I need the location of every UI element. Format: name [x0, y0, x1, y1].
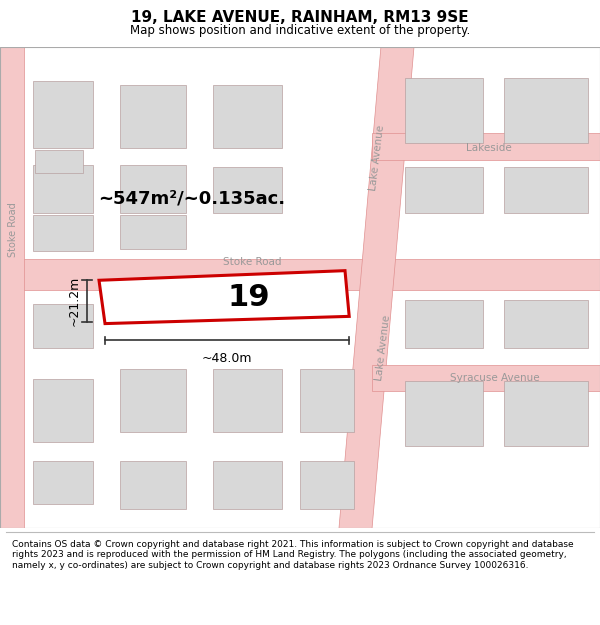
- Bar: [120, 86, 186, 148]
- Bar: [213, 167, 282, 213]
- Bar: [372, 134, 600, 160]
- Bar: [405, 299, 483, 348]
- Bar: [300, 461, 354, 509]
- Text: Stoke Road: Stoke Road: [8, 202, 18, 257]
- Bar: [372, 364, 600, 391]
- Bar: [504, 167, 588, 213]
- Bar: [213, 369, 282, 432]
- Bar: [504, 299, 588, 348]
- Bar: [33, 165, 93, 213]
- Bar: [33, 461, 93, 504]
- Bar: [33, 304, 93, 348]
- Text: Stoke Road: Stoke Road: [223, 258, 281, 268]
- Polygon shape: [99, 271, 349, 324]
- Bar: [0, 42, 24, 533]
- Bar: [338, 42, 415, 533]
- Bar: [504, 381, 588, 446]
- Bar: [213, 461, 282, 509]
- Bar: [33, 379, 93, 441]
- Text: ~21.2m: ~21.2m: [67, 276, 80, 326]
- Bar: [120, 369, 186, 432]
- Bar: [405, 381, 483, 446]
- Text: Lake Avenue: Lake Avenue: [368, 124, 386, 191]
- Bar: [405, 78, 483, 143]
- Text: 19: 19: [227, 283, 270, 312]
- Bar: [405, 167, 483, 213]
- Bar: [504, 78, 588, 143]
- Bar: [33, 215, 93, 251]
- Bar: [300, 369, 354, 432]
- Bar: [120, 215, 186, 249]
- Bar: [120, 165, 186, 213]
- Text: ~48.0m: ~48.0m: [202, 352, 253, 365]
- Bar: [0, 259, 600, 290]
- Bar: [33, 81, 93, 148]
- Text: 19, LAKE AVENUE, RAINHAM, RM13 9SE: 19, LAKE AVENUE, RAINHAM, RM13 9SE: [131, 10, 469, 25]
- Bar: [120, 461, 186, 509]
- Bar: [35, 150, 83, 173]
- Text: Syracuse Avenue: Syracuse Avenue: [450, 373, 540, 383]
- Text: Map shows position and indicative extent of the property.: Map shows position and indicative extent…: [130, 24, 470, 36]
- Text: Lakeside: Lakeside: [466, 143, 512, 153]
- Text: Contains OS data © Crown copyright and database right 2021. This information is : Contains OS data © Crown copyright and d…: [12, 540, 574, 569]
- Text: ~547m²/~0.135ac.: ~547m²/~0.135ac.: [98, 189, 286, 208]
- Text: Lake Avenue: Lake Avenue: [374, 314, 392, 381]
- Bar: [213, 86, 282, 148]
